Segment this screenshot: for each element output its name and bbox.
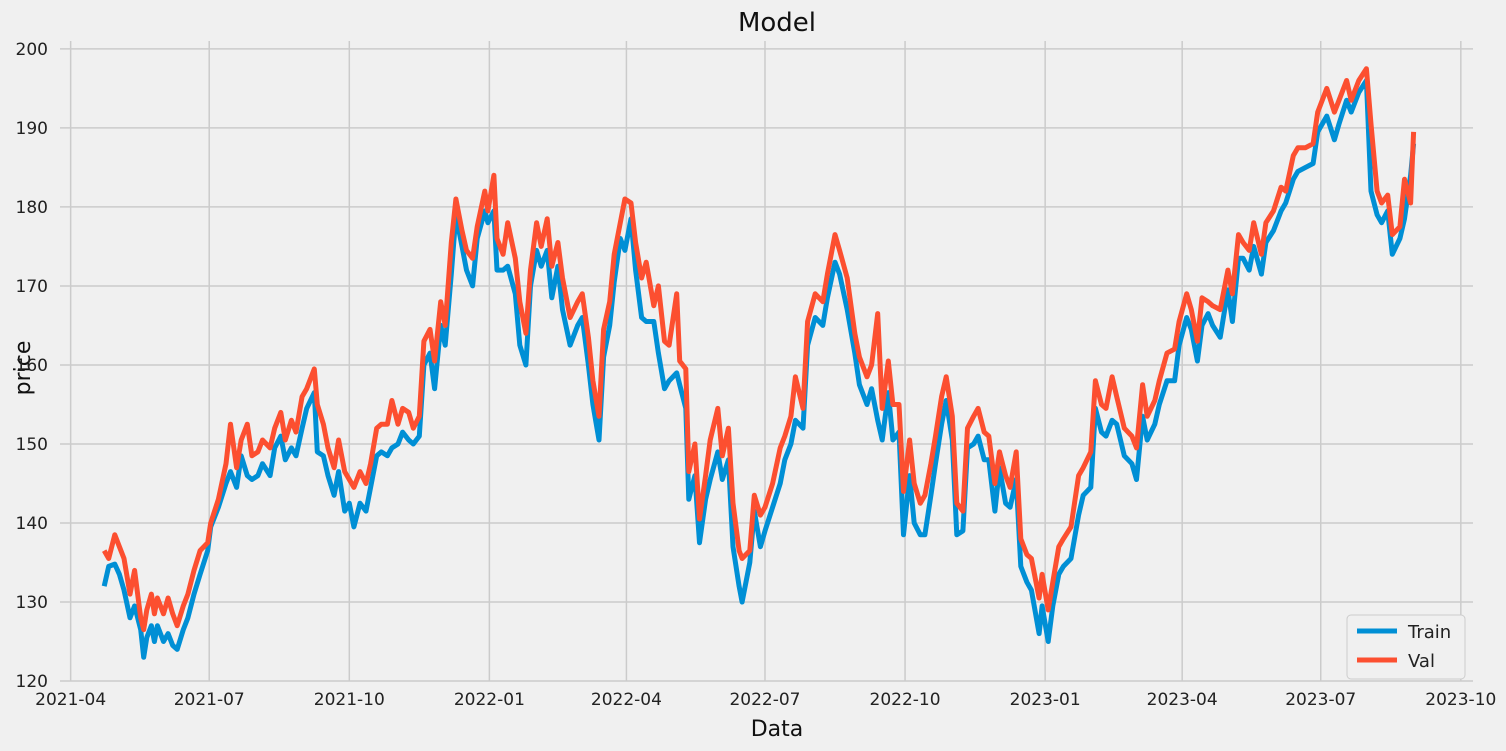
y-tick-label: 180 bbox=[16, 198, 48, 218]
y-tick-label: 160 bbox=[16, 356, 48, 376]
y-axis-title: price bbox=[11, 341, 36, 396]
x-tick-label: 2022-10 bbox=[870, 690, 941, 710]
y-tick-label: 130 bbox=[16, 593, 48, 613]
y-tick-label: 200 bbox=[16, 40, 48, 60]
y-tick-label: 150 bbox=[16, 435, 48, 455]
tick-labels: 120 130 140 150 160 170 180 190 200 2021-04 2021-0… bbox=[16, 40, 1497, 710]
x-tick-label: 2022-07 bbox=[729, 690, 800, 710]
y-tick-label: 120 bbox=[16, 672, 48, 692]
x-tick-label: 2023-04 bbox=[1147, 690, 1218, 710]
x-tick-label: 2022-01 bbox=[454, 690, 525, 710]
chart-title: Model bbox=[738, 8, 816, 38]
y-tick-label: 140 bbox=[16, 514, 48, 534]
y-tick-label: 190 bbox=[16, 119, 48, 139]
y-tick-label: 170 bbox=[16, 277, 48, 297]
legend-label-val: Val bbox=[1408, 651, 1435, 672]
legend: Train Val bbox=[1346, 614, 1466, 680]
x-tick-label: 2023-10 bbox=[1425, 690, 1496, 710]
x-tick-label: 2023-07 bbox=[1285, 690, 1356, 710]
x-tick-label: 2021-04 bbox=[35, 690, 106, 710]
x-tick-label: 2023-01 bbox=[1010, 690, 1081, 710]
x-tick-label: 2021-10 bbox=[314, 690, 385, 710]
x-tick-label: 2021-07 bbox=[174, 690, 245, 710]
series-line-val bbox=[102, 66, 1417, 633]
series-lines bbox=[101, 66, 1417, 660]
x-axis-title: Data bbox=[751, 717, 804, 742]
legend-label-train: Train bbox=[1407, 622, 1451, 643]
x-tick-label: 2022-04 bbox=[591, 690, 662, 710]
